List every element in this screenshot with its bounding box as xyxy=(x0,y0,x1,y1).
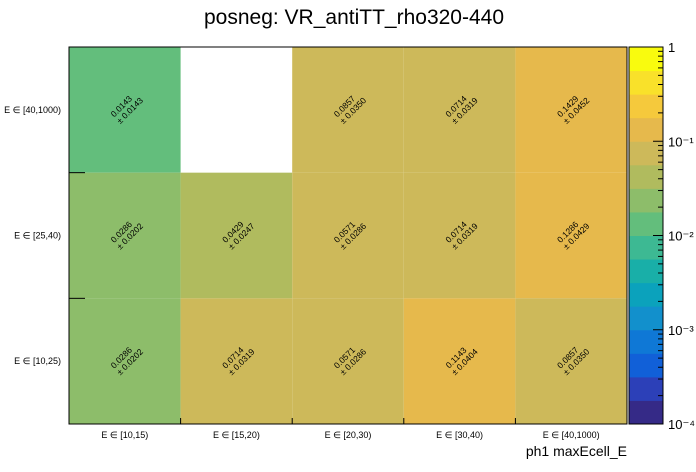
heatmap-cell xyxy=(69,47,181,173)
heatmap-cells: 0.0143± 0.0143 0.0857± 0.0350 0.0714± 0.03… xyxy=(69,47,627,424)
colorbar-segment xyxy=(629,329,663,354)
colorbar-segment xyxy=(629,400,663,425)
colorbar-segment xyxy=(629,141,663,166)
heatmap-cell xyxy=(403,172,516,299)
heatmap-cell xyxy=(292,172,404,299)
heatmap-cell xyxy=(180,172,293,299)
colorbar-segment xyxy=(629,259,663,284)
heatmap-cell xyxy=(292,47,404,173)
colorbar-segment xyxy=(629,188,663,213)
heatmap-cell xyxy=(292,298,404,424)
colorbar-segment xyxy=(629,235,663,260)
heatmap-cell xyxy=(515,298,627,424)
heatmap-cell xyxy=(515,172,627,299)
x-axis: E ∈ [10,15) E ∈ [15,20) E ∈ [20,30) E ∈ [30… xyxy=(101,418,600,440)
heatmap-cell xyxy=(69,298,181,424)
heatmap-cell xyxy=(515,47,627,173)
heatmap-cell xyxy=(180,298,293,424)
x-tick-label: E ∈ [15,20) xyxy=(213,430,260,440)
colorbar-tick-label: 1 xyxy=(668,40,675,55)
colorbar-segment xyxy=(629,117,663,142)
chart-title: posneg: VR_antiTT_rho320-440 xyxy=(204,6,504,29)
x-tick-label: E ∈ [10,15) xyxy=(101,430,148,440)
colorbar-tick-label: 10⁻³ xyxy=(668,323,694,338)
x-tick-label: E ∈ [30,40) xyxy=(436,430,483,440)
x-tick-label: E ∈ [20,30) xyxy=(325,430,372,440)
colorbar-tick-label: 10⁻¹ xyxy=(668,134,694,149)
colorbar-segment xyxy=(629,47,663,72)
heatmap-cell xyxy=(69,172,181,299)
y-tick-label: E ∈ [40,1000) xyxy=(4,105,61,115)
colorbar-segment xyxy=(629,306,663,331)
colorbar-tick-label: 10⁻² xyxy=(668,229,694,244)
colorbar-segment xyxy=(629,211,663,236)
colorbar-segment xyxy=(629,376,663,401)
plot-frame xyxy=(68,46,628,425)
colorbar-segment xyxy=(629,353,663,378)
colorbar-segment xyxy=(629,164,663,189)
colorbar-segment xyxy=(629,70,663,95)
colorbar-segment xyxy=(629,94,663,119)
y-axis: E ∈ [10,25) E ∈ [25,40) E ∈ [40,1000) xyxy=(4,105,85,366)
colorbar-tick-label: 10⁻⁴ xyxy=(668,417,695,432)
y-tick-label: E ∈ [10,25) xyxy=(14,356,61,366)
x-tick-label: E ∈ [40,1000) xyxy=(543,430,600,440)
heatmap-cell xyxy=(403,47,516,173)
y-tick-label: E ∈ [25,40) xyxy=(14,231,61,241)
colorbar-segment xyxy=(629,282,663,307)
heatmap-cell xyxy=(403,298,516,424)
x-axis-label: ph1 maxEcell_E xyxy=(526,443,627,459)
colorbar: 1 10⁻¹ 10⁻² 10⁻³ 10⁻⁴ xyxy=(628,40,695,432)
